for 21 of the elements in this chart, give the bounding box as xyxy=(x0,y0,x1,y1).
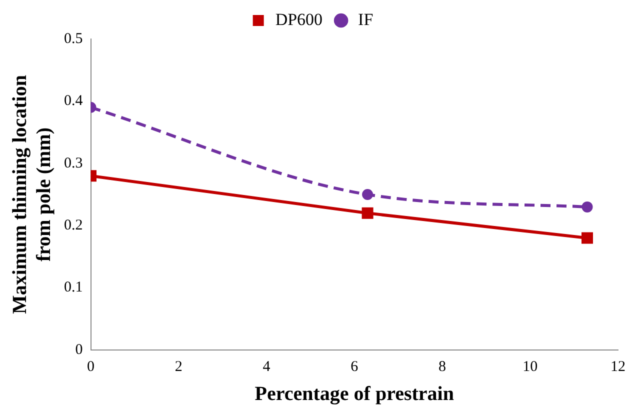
x-tick-label: 12 xyxy=(610,358,626,375)
point xyxy=(362,207,374,219)
x-tick-label: 2 xyxy=(174,358,182,375)
y-tick-label: 0.5 xyxy=(64,30,83,47)
y-axis-title: Maximum thinning location from pole (mm) xyxy=(9,75,56,314)
x-axis-title: Percentage of prestrain xyxy=(254,383,454,406)
y-tick-label: 0 xyxy=(75,342,83,358)
y-tick-label: 0.3 xyxy=(64,155,83,172)
y-tick-label: 0.1 xyxy=(64,280,83,296)
legend-label: IF xyxy=(358,10,374,29)
x-tick-label: 6 xyxy=(350,358,359,375)
x-tick-label: 0 xyxy=(87,358,94,375)
x-tick-label: 4 xyxy=(262,358,271,375)
y-tick-label: 0.4 xyxy=(64,93,84,110)
legend-label: DP600 xyxy=(275,10,323,29)
point xyxy=(362,189,374,200)
point xyxy=(582,201,593,212)
y-tick-label: 0.2 xyxy=(64,218,83,234)
x-tick-label: 10 xyxy=(522,358,538,375)
x-tick-label: 8 xyxy=(438,358,446,375)
point xyxy=(582,232,593,244)
